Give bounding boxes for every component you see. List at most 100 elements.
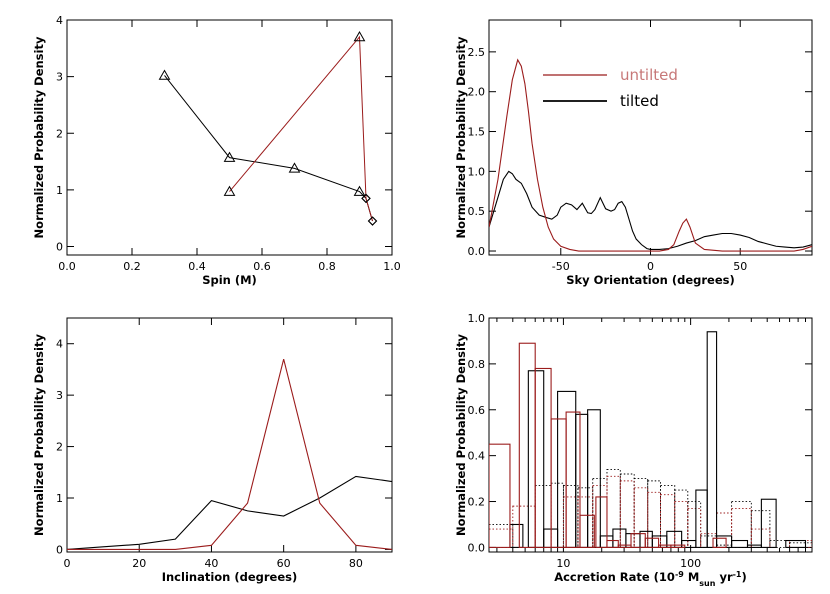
spin-frame bbox=[66, 19, 393, 256]
sky-y-tick-label: 0.5 bbox=[468, 205, 486, 218]
accretion-tilted-dotted-bar bbox=[534, 485, 552, 548]
spin-y-tick-label: 0 bbox=[56, 241, 63, 254]
spin-untilted-triangle-marker bbox=[353, 30, 366, 42]
inclination-y-tick-label: 1 bbox=[56, 492, 63, 505]
accretion-tilted-bar bbox=[651, 535, 668, 548]
spin-y-axis-title: Normalized Probability Density bbox=[32, 36, 46, 238]
sky-x-axis-title: Sky Orientation (degrees) bbox=[566, 273, 735, 287]
accretion-y-tick-label: 0.6 bbox=[468, 404, 486, 417]
accretion-untilted-dotted-bar bbox=[489, 528, 514, 548]
accretion-y-tick-label: 1.0 bbox=[468, 312, 486, 325]
accretion-y-tick-label: 0.4 bbox=[468, 450, 486, 463]
spin-tilted-line bbox=[164, 75, 373, 222]
inclination-x-tick-label: 40 bbox=[204, 557, 218, 570]
spin-x-tick-label: 0.6 bbox=[253, 260, 271, 273]
accretion-untilted-dotted-bar bbox=[687, 507, 702, 548]
accretion-x-axis-title-part: ) bbox=[742, 570, 747, 584]
accretion-x-axis-title-part: -1 bbox=[733, 570, 742, 579]
accretion-untilted-bar bbox=[489, 443, 511, 548]
sky-tilted-line bbox=[489, 170, 812, 250]
spin-x-tick-label: 0.2 bbox=[123, 260, 141, 273]
spin-y-tick-label: 4 bbox=[56, 14, 63, 27]
spin-tilted-triangle-marker bbox=[353, 185, 366, 196]
sky-y-tick-label: 1.5 bbox=[468, 126, 486, 139]
accretion-frame bbox=[488, 317, 813, 553]
spin-tilted-triangle-marker bbox=[158, 69, 171, 80]
inclination-tilted-line bbox=[67, 475, 392, 550]
sky-x-tick-label: -50 bbox=[552, 260, 570, 273]
inclination-x-tick-label: 60 bbox=[277, 557, 291, 570]
accretion-tilted-dotted-bar bbox=[789, 542, 812, 548]
accretion-tilted-bar bbox=[681, 539, 697, 548]
inclination-x-tick-label: 80 bbox=[349, 557, 363, 570]
spin-y-tick-label: 2 bbox=[56, 127, 63, 140]
inclination-y-tick-label: 3 bbox=[56, 389, 63, 402]
accretion-tilted-dotted-bar bbox=[769, 540, 791, 548]
inclination-x-tick-label: 0 bbox=[64, 557, 71, 570]
accretion-untilted-dotted-bar bbox=[700, 533, 718, 548]
legend-tilted-label: tilted bbox=[620, 92, 659, 110]
accretion-untilted-dotted-bar bbox=[619, 480, 635, 548]
spin-x-tick-label: 0.4 bbox=[188, 260, 206, 273]
accretion-x-axis-title-part: sun bbox=[699, 579, 715, 588]
sky-frame bbox=[488, 19, 813, 256]
spin-untilted-line bbox=[229, 35, 373, 222]
spin-tilted-triangle-marker bbox=[288, 162, 301, 173]
accretion-x-axis-title-part: M bbox=[684, 570, 699, 584]
accretion-tilted-dotted-bar bbox=[750, 510, 771, 548]
inclination-y-tick-label: 2 bbox=[56, 441, 63, 454]
spin-x-tick-label: 0.8 bbox=[318, 260, 336, 273]
accretion-x-axis-title-part: yr bbox=[715, 570, 733, 584]
accretion-tilted-bar bbox=[509, 523, 524, 548]
inclination-panel: 0 20 40 60 80 0 1 2 3 4 Normalized Probability Den… bbox=[32, 317, 393, 584]
accretion-untilted-dotted-bar bbox=[633, 487, 649, 548]
accretion-tilted-bar bbox=[527, 370, 545, 548]
accretion-untilted-dotted-bar bbox=[716, 512, 733, 548]
accretion-untilted-bar bbox=[606, 539, 619, 548]
accretion-untilted-dotted-bar bbox=[577, 496, 594, 548]
spin-panel: 0.0 0.2 0.4 0.6 0.8 1.0 0 1 2 3 4 Normalized Probab… bbox=[32, 14, 401, 287]
accretion-tilted-dotted-bar bbox=[700, 535, 718, 548]
sky-x-tick-label: 50 bbox=[733, 260, 747, 273]
inclination-untilted-line bbox=[67, 359, 392, 550]
spin-x-tick-label: 0.0 bbox=[58, 260, 76, 273]
sky-y-tick-label: 2.5 bbox=[468, 46, 486, 59]
accretion-x-axis-title-part: -9 bbox=[675, 570, 684, 579]
spin-y-tick-label: 3 bbox=[56, 71, 63, 84]
sky-y-tick-label: 2.0 bbox=[468, 86, 486, 99]
spin-y-tick-label: 1 bbox=[56, 184, 63, 197]
accretion-x-axis-title: Accretion Rate (10-9 Msun yr-1) bbox=[554, 570, 747, 588]
accretion-y-tick-label: 0.8 bbox=[468, 358, 486, 371]
accretion-tilted-bar bbox=[731, 539, 749, 548]
accretion-tilted-bar bbox=[706, 331, 718, 548]
accretion-tilted-bar bbox=[746, 544, 762, 548]
sky-x-tick-label: 0 bbox=[647, 260, 654, 273]
accretion-untilted-bar bbox=[534, 367, 552, 548]
inclination-y-tick-label: 0 bbox=[56, 543, 63, 556]
accretion-tilted-dotted-bar bbox=[562, 485, 579, 548]
accretion-x-axis-title-part: Accretion Rate (10 bbox=[554, 570, 675, 584]
inclination-x-tick-label: 20 bbox=[132, 557, 146, 570]
accretion-x-tick-label: 100 bbox=[680, 557, 701, 570]
spin-untilted-triangle-marker bbox=[223, 185, 236, 196]
accretion-tilted-bar bbox=[557, 390, 577, 548]
accretion-untilted-bar bbox=[518, 342, 536, 548]
accretion-untilted-bar bbox=[630, 533, 646, 548]
accretion-untilted-bar bbox=[712, 537, 727, 548]
sky-untilted-line bbox=[489, 58, 812, 252]
spin-x-tick-label: 1.0 bbox=[383, 260, 401, 273]
accretion-tilted-bar bbox=[785, 539, 807, 548]
inclination-frame bbox=[66, 317, 393, 553]
sky-y-tick-label: 1.0 bbox=[468, 165, 486, 178]
accretion-untilted-dotted-bar bbox=[512, 505, 536, 548]
sky-y-tick-label: 0.0 bbox=[468, 245, 486, 258]
accretion-tilted-dotted-bar bbox=[660, 485, 676, 548]
accretion-y-tick-label: 0.0 bbox=[468, 541, 486, 554]
accretion-tilted-dotted-bar bbox=[489, 524, 514, 548]
spin-x-axis-title: Spin (M) bbox=[202, 273, 257, 287]
spin-untilted-diamond-marker bbox=[361, 193, 371, 204]
accretion-untilted-dotted-bar bbox=[731, 507, 752, 548]
accretion-untilted-bar bbox=[579, 514, 595, 548]
